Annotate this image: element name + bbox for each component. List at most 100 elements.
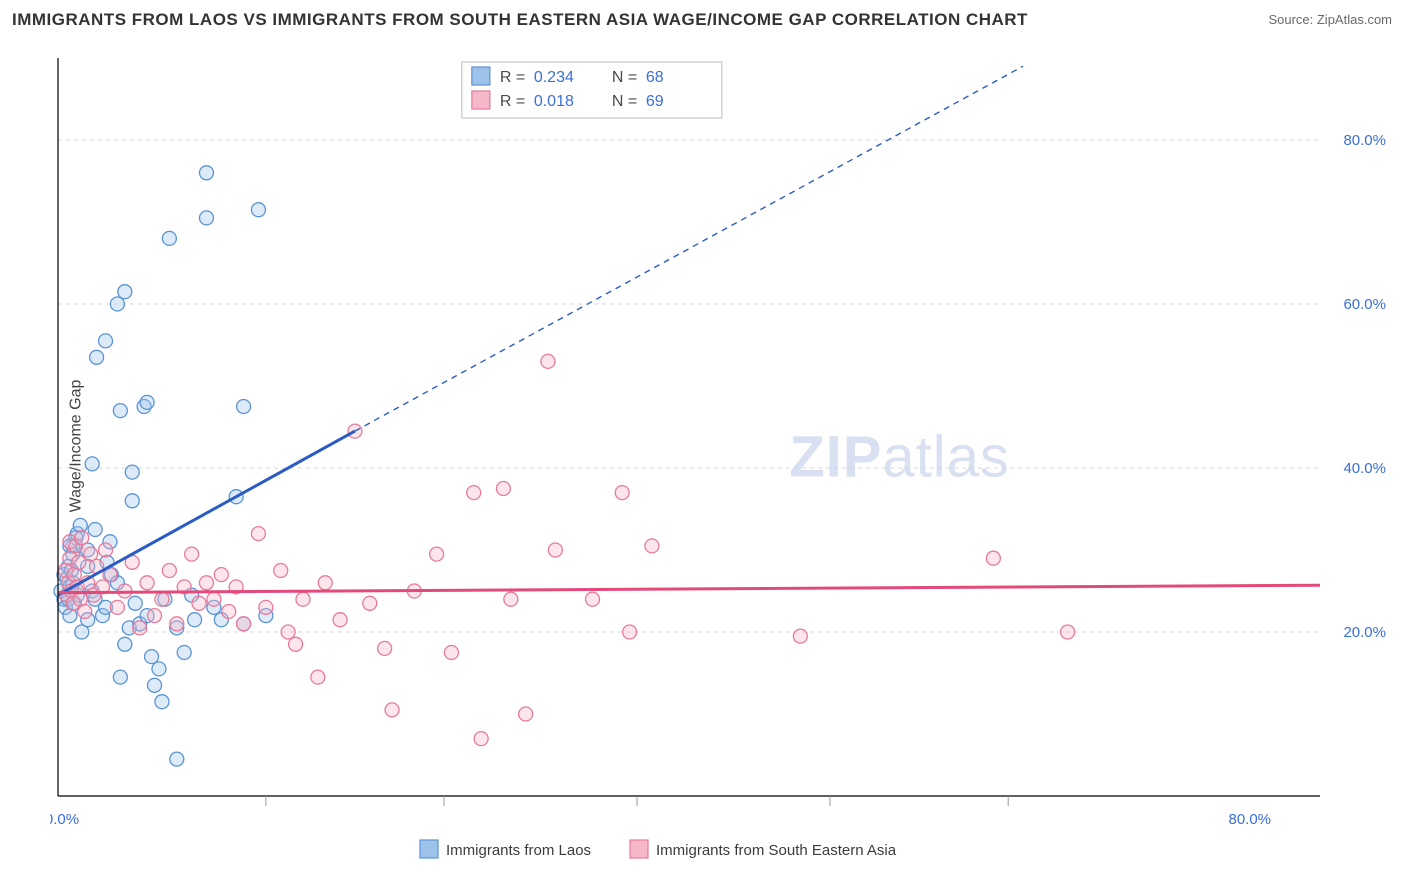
data-point-sea — [1061, 625, 1075, 639]
data-point-sea — [548, 543, 562, 557]
data-point-sea — [162, 564, 176, 578]
data-point-laos — [118, 637, 132, 651]
data-point-sea — [199, 576, 213, 590]
data-point-sea — [72, 555, 86, 569]
data-point-sea — [496, 482, 510, 496]
y-tick-label: 40.0% — [1343, 460, 1386, 477]
data-point-laos — [188, 613, 202, 627]
trend-line-laos — [58, 431, 355, 595]
data-point-laos — [90, 350, 104, 364]
data-point-sea — [192, 596, 206, 610]
source-attribution: Source: ZipAtlas.com — [1268, 12, 1392, 27]
data-point-sea — [318, 576, 332, 590]
stat-n-value-laos: 68 — [646, 69, 664, 86]
data-point-laos — [148, 678, 162, 692]
legend-label-sea: Immigrants from South Eastern Asia — [656, 842, 897, 859]
data-point-sea — [274, 564, 288, 578]
data-point-laos — [88, 523, 102, 537]
data-point-laos — [113, 670, 127, 684]
data-point-sea — [110, 600, 124, 614]
data-point-sea — [133, 621, 147, 635]
x-tick-label: 0.0% — [50, 811, 79, 828]
stat-r-label: R = — [500, 93, 525, 110]
data-point-sea — [585, 592, 599, 606]
data-point-sea — [504, 592, 518, 606]
chart-container: IMMIGRANTS FROM LAOS VS IMMIGRANTS FROM … — [0, 0, 1406, 892]
data-point-sea — [259, 600, 273, 614]
data-point-sea — [541, 354, 555, 368]
stat-n-value-sea: 69 — [646, 93, 664, 110]
data-point-sea — [615, 486, 629, 500]
data-point-laos — [199, 211, 213, 225]
trend-line-dash-laos — [355, 66, 1023, 431]
legend-label-laos: Immigrants from Laos — [446, 842, 591, 859]
data-point-sea — [170, 617, 184, 631]
y-tick-label: 80.0% — [1343, 132, 1386, 149]
bottom-legend-svg: Immigrants from Laos Immigrants from Sout… — [0, 832, 1406, 866]
data-point-laos — [199, 166, 213, 180]
data-point-sea — [385, 703, 399, 717]
data-point-sea — [140, 576, 154, 590]
stat-r-value-laos: 0.234 — [534, 69, 574, 86]
data-point-laos — [170, 752, 184, 766]
chart-title: IMMIGRANTS FROM LAOS VS IMMIGRANTS FROM … — [12, 10, 1028, 30]
data-point-sea — [986, 551, 1000, 565]
data-point-laos — [85, 457, 99, 471]
data-point-sea — [78, 605, 92, 619]
data-point-sea — [75, 531, 89, 545]
data-point-sea — [237, 617, 251, 631]
data-point-sea — [623, 625, 637, 639]
trend-line-sea — [58, 585, 1320, 592]
data-point-laos — [128, 596, 142, 610]
data-point-sea — [148, 609, 162, 623]
data-point-laos — [155, 695, 169, 709]
data-point-sea — [430, 547, 444, 561]
data-point-sea — [793, 629, 807, 643]
y-tick-label: 20.0% — [1343, 624, 1386, 641]
y-tick-label: 60.0% — [1343, 296, 1386, 313]
data-point-laos — [125, 494, 139, 508]
stat-r-label: R = — [500, 69, 525, 86]
stat-n-label: N = — [612, 69, 637, 86]
data-point-laos — [110, 297, 124, 311]
x-tick-label: 80.0% — [1228, 811, 1271, 828]
data-point-sea — [363, 596, 377, 610]
data-point-sea — [333, 613, 347, 627]
data-point-laos — [140, 395, 154, 409]
data-point-laos — [118, 285, 132, 299]
watermark: ZIPatlas — [789, 425, 1010, 490]
data-point-sea — [289, 637, 303, 651]
data-point-sea — [99, 543, 113, 557]
data-point-sea — [281, 625, 295, 639]
data-point-sea — [474, 732, 488, 746]
legend-swatch-laos — [420, 840, 438, 858]
data-point-laos — [113, 404, 127, 418]
data-point-sea — [185, 547, 199, 561]
data-point-sea — [214, 568, 228, 582]
data-point-laos — [152, 662, 166, 676]
data-point-sea — [155, 592, 169, 606]
data-point-sea — [311, 670, 325, 684]
data-point-sea — [378, 641, 392, 655]
data-point-sea — [207, 592, 221, 606]
stat-swatch-laos — [472, 67, 490, 85]
data-point-laos — [99, 334, 113, 348]
data-point-laos — [125, 465, 139, 479]
data-point-sea — [444, 646, 458, 660]
chart-svg: ZIPatlas 20.0% 40.0% 60.0% 80.0% 0.0% 80.0% R =… — [50, 42, 1394, 832]
data-point-laos — [145, 650, 159, 664]
data-point-laos — [177, 646, 191, 660]
data-point-sea — [296, 592, 310, 606]
data-point-sea — [645, 539, 659, 553]
data-point-sea — [467, 486, 481, 500]
plot-area: ZIPatlas 20.0% 40.0% 60.0% 80.0% 0.0% 80.0% R =… — [50, 42, 1394, 832]
stat-swatch-sea — [472, 91, 490, 109]
stat-r-value-sea: 0.018 — [534, 93, 574, 110]
data-point-laos — [251, 203, 265, 217]
data-point-sea — [222, 605, 236, 619]
data-point-laos — [237, 400, 251, 414]
data-point-sea — [251, 527, 265, 541]
data-point-laos — [162, 231, 176, 245]
legend-swatch-sea — [630, 840, 648, 858]
stat-n-label: N = — [612, 93, 637, 110]
